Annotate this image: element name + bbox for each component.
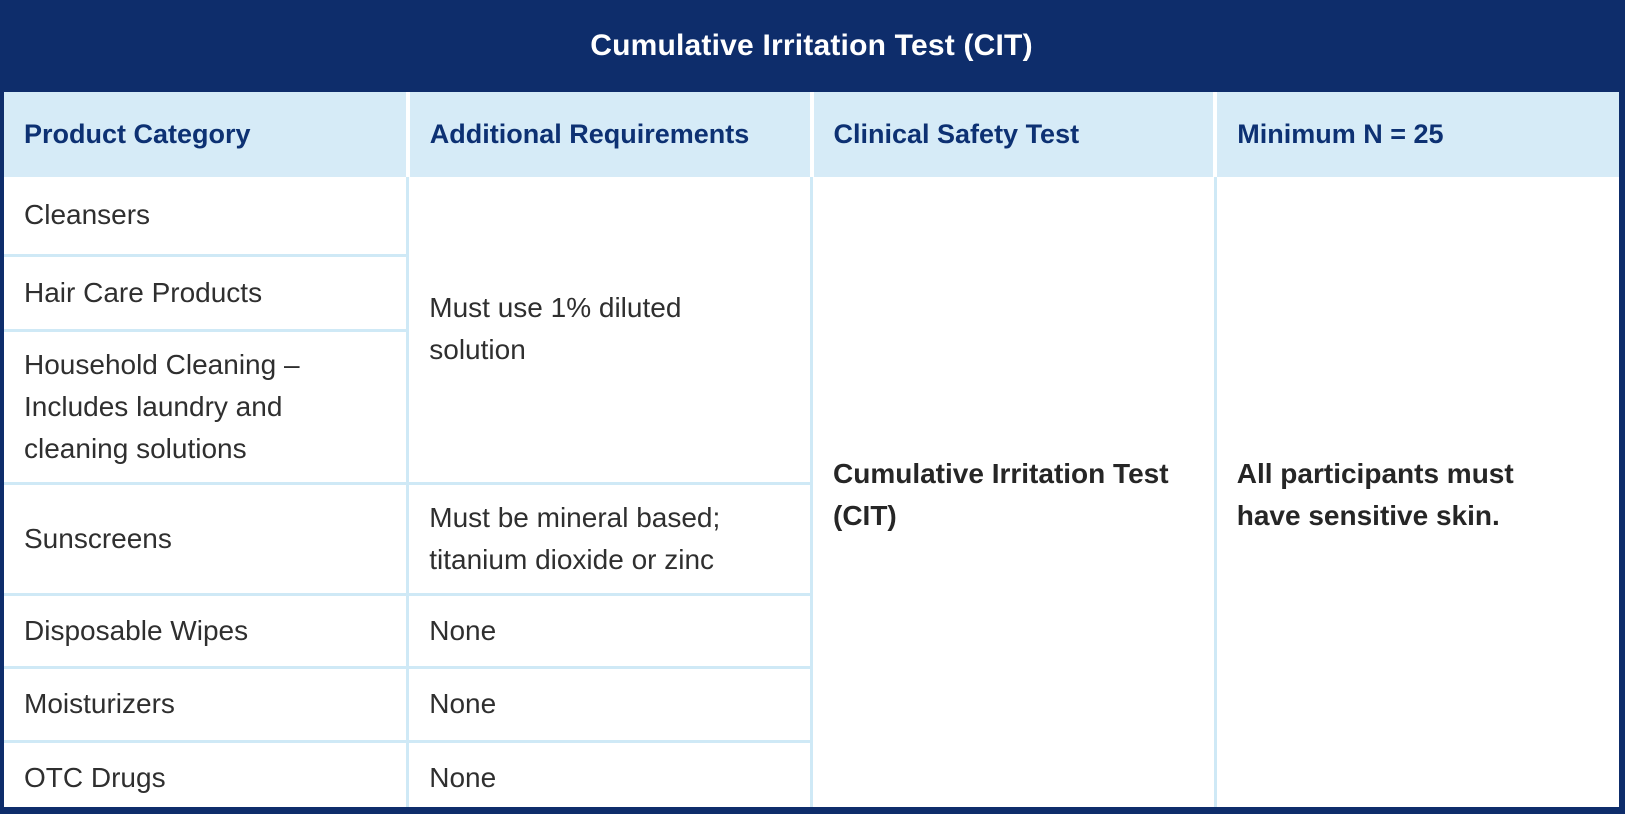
cell-category-moisturizers: Moisturizers [4, 665, 408, 741]
table-row-moisturizers: Moisturizers None [4, 665, 1619, 741]
table-title: Cumulative Irritation Test (CIT) [4, 0, 1619, 92]
requirement-text: Must use 1% diluted solution [429, 292, 682, 366]
cell-category-hair-care: Hair Care Products [4, 253, 408, 330]
column-header-product-category: Product Category [4, 92, 408, 177]
cell-category-otc-drugs: OTC Drugs [4, 739, 408, 813]
category-label: Hair Care Products [24, 276, 263, 308]
table-row-sunscreens: Sunscreens Must be mineral based; titani… [4, 481, 1619, 594]
cell-category-household-cleaning: Household Cleaning – Includes laundry an… [4, 328, 408, 483]
cell-clinical-safety-test: Cumulative Irritation Test (CIT) [810, 177, 1216, 813]
table-row-household-cleaning: Household Cleaning – Includes laundry an… [4, 328, 1619, 483]
table-row-disposable-wipes: Disposable Wipes None [4, 592, 1619, 667]
category-label: OTC Drugs [24, 761, 166, 793]
table-row-hair-care: Hair Care Products [4, 253, 1619, 330]
clinical-safety-test-text: Cumulative Irritation Test (CIT) [833, 458, 1169, 531]
cell-minimum-n: All participants must have sensitive ski… [1213, 177, 1619, 813]
title-row: Cumulative Irritation Test (CIT) [4, 0, 1619, 92]
requirement-text: None [429, 761, 497, 793]
header-row: Product Category Additional Requirements… [4, 92, 1619, 177]
cell-category-sunscreens: Sunscreens [4, 481, 408, 594]
category-label: Disposable Wipes [24, 614, 249, 646]
cell-requirement-diluted-solution: Must use 1% diluted solution [406, 177, 812, 483]
requirement-text: None [429, 614, 497, 646]
cell-requirement-sunscreens: Must be mineral based; titanium dioxide … [406, 481, 812, 594]
category-label: Moisturizers [24, 688, 175, 719]
cell-requirement-otc-drugs: None [406, 739, 812, 813]
cell-requirement-disposable-wipes: None [406, 592, 812, 667]
category-label: Cleansers [24, 199, 151, 231]
cell-requirement-moisturizers: None [406, 665, 812, 741]
category-label: Sunscreens [24, 522, 172, 554]
cit-table: Cumulative Irritation Test (CIT) Product… [4, 0, 1619, 813]
minimum-n-text: All participants must have sensitive ski… [1236, 458, 1514, 531]
table-bottom-border [0, 807, 1625, 814]
table-row-otc-drugs: OTC Drugs None [4, 739, 1619, 813]
requirement-text: None [429, 688, 497, 719]
requirement-text: Must be mineral based; titanium dioxide … [429, 501, 721, 575]
table-row-cleansers: Cleansers Must use 1% diluted solution C… [4, 177, 1619, 813]
column-header-clinical-safety-test: Clinical Safety Test [809, 92, 1216, 177]
column-header-additional-requirements: Additional Requirements [405, 92, 812, 177]
category-label: Household Cleaning – Includes laundry an… [24, 348, 300, 464]
cell-category-disposable-wipes: Disposable Wipes [4, 592, 408, 667]
cell-category-cleansers: Cleansers [4, 177, 408, 255]
column-header-minimum-n: Minimum N = 25 [1213, 92, 1619, 177]
